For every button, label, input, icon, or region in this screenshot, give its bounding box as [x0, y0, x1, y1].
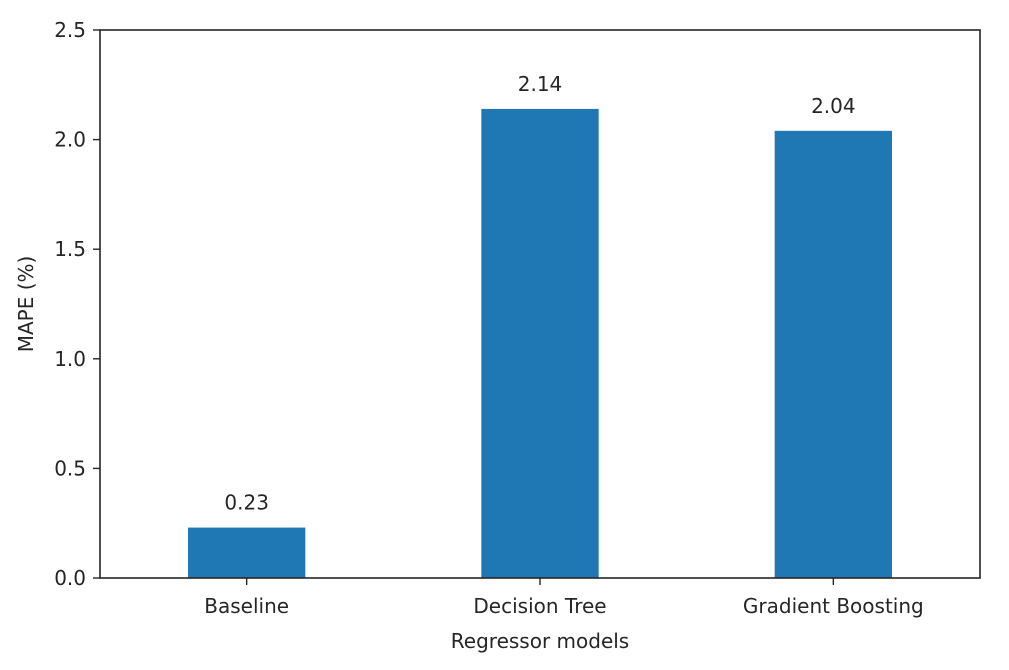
x-tick-label: Baseline — [204, 594, 289, 618]
y-tick-label: 1.5 — [54, 237, 86, 261]
bar-baseline — [188, 527, 306, 578]
bar-decision-tree — [481, 108, 599, 579]
y-tick-label: 1.0 — [54, 347, 86, 371]
x-tick-label: Gradient Boosting — [743, 594, 924, 618]
bars-group — [188, 108, 892, 579]
bar-gradient-boosting — [774, 130, 892, 578]
y-tick-label: 0.0 — [54, 566, 86, 590]
y-tick-label: 2.0 — [54, 128, 86, 152]
y-tick-label: 0.5 — [54, 456, 86, 480]
data-label: 2.04 — [811, 94, 856, 118]
data-label: 0.23 — [224, 491, 269, 515]
x-axis-label: Regressor models — [451, 629, 629, 653]
y-tick-label: 2.5 — [54, 18, 86, 42]
x-axis: Baseline Decision Tree Gradient Boosting — [204, 578, 924, 618]
data-label: 2.14 — [518, 72, 563, 96]
x-tick-label: Decision Tree — [473, 594, 606, 618]
data-labels-group: 0.23 2.14 2.04 — [224, 72, 855, 515]
y-axis: 0.0 0.5 1.0 1.5 2.0 2.5 — [54, 18, 100, 590]
y-axis-label: MAPE (%) — [14, 256, 38, 353]
